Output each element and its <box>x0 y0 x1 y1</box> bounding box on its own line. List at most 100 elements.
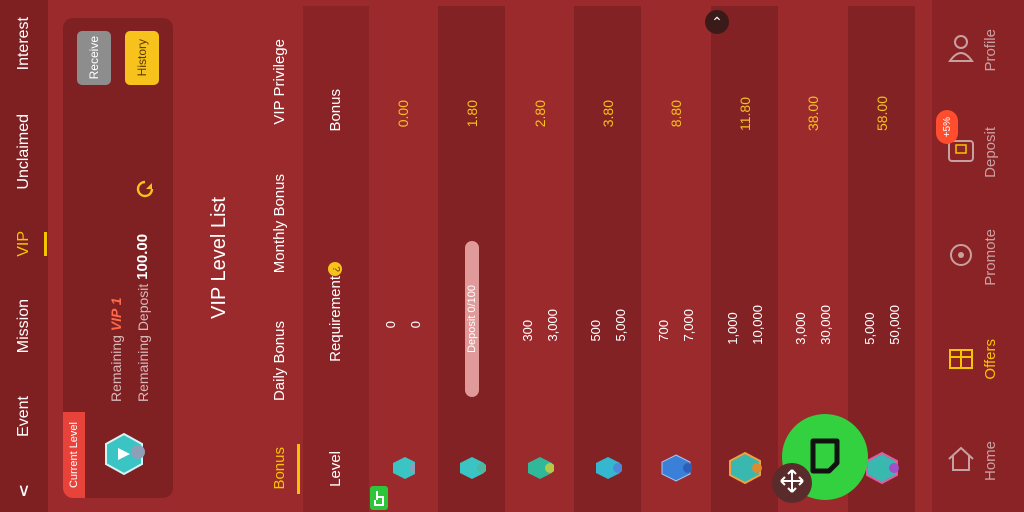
bonus-cell: 1.80 <box>458 84 486 144</box>
nav-vip[interactable]: VIP <box>0 226 48 262</box>
level-0-icon <box>391 456 415 480</box>
tab-active-indicator <box>297 444 300 494</box>
table-row: 700 7,000 8.80 <box>642 6 709 512</box>
bonus-value: 3.80 <box>600 100 616 128</box>
nav-profile-label: Profile <box>982 28 999 72</box>
tab-monthly-bonus[interactable]: Monthly Bonus <box>264 164 294 284</box>
requirement-value: 10,000 <box>750 305 765 345</box>
requirement-value: 3,000 <box>793 312 808 345</box>
vip-level-list-title: VIP Level List <box>208 190 231 325</box>
nav-interest-label: Interest <box>15 17 32 71</box>
top-nav: Interest Unclaimed VIP Mission Event ∨ <box>0 0 48 512</box>
vip-level-list-title-text: VIP Level List <box>208 196 230 319</box>
refresh-icon[interactable] <box>136 180 154 198</box>
table-header <box>303 6 369 512</box>
nav-deposit-label: Deposit <box>982 126 999 178</box>
requirement-value: 7,000 <box>681 308 696 342</box>
receive-button-label: Receive <box>87 36 101 80</box>
bonus-cell: 8.80 <box>662 84 690 144</box>
bonus-value: 1.80 <box>464 100 480 128</box>
requirement-value: 5,000 <box>862 312 877 345</box>
home-icon <box>946 444 976 479</box>
nav-unclaimed-label: Unclaimed <box>15 113 32 190</box>
current-level-tag-text: Current Level <box>68 421 80 489</box>
app-logo-icon <box>803 433 847 482</box>
deposit-badge: +5% <box>936 110 958 144</box>
nav-home-label: Home <box>982 440 999 481</box>
move-icon <box>779 468 805 499</box>
nav-more[interactable]: ∨ <box>0 478 48 502</box>
requirement-value: 700 <box>656 319 671 342</box>
vip-level-badge-icon <box>102 432 146 481</box>
profile-icon <box>946 33 976 68</box>
requirement-value: 0 <box>408 321 423 329</box>
table-row: 500 5,000 3.80 <box>574 6 641 512</box>
tab-monthly-bonus-label: Monthly Bonus <box>270 174 288 274</box>
requirement-cell: 1,000 10,000 <box>717 302 773 348</box>
nav-event[interactable]: Event <box>0 392 48 440</box>
deposit-badge-text: +5% <box>941 116 953 138</box>
level-2-icon <box>526 456 554 480</box>
chevron-up-icon: ⌃ <box>711 13 723 30</box>
requirement-value: 3,000 <box>545 308 560 342</box>
nav-offers[interactable]: Offers <box>932 334 1024 384</box>
tab-bonus[interactable]: Bonus <box>264 440 294 496</box>
bonus-value: 11.80 <box>737 97 753 131</box>
requirement-value: 500 <box>588 319 603 342</box>
nav-unclaimed[interactable]: Unclaimed <box>0 104 48 199</box>
header-bonus: Bonus <box>320 84 350 136</box>
requirement-cell: 3,000 30,000 <box>785 302 841 348</box>
nav-offers-label: Offers <box>982 338 999 380</box>
nav-interest[interactable]: Interest <box>0 8 48 80</box>
level-5-icon <box>727 452 763 484</box>
requirement-cell: 300 3,000 <box>516 302 564 348</box>
bonus-cell: 2.80 <box>526 84 554 144</box>
table-row: 5,000 50,000 58.00 <box>848 6 915 512</box>
remaining-deposit-label: Remaining Deposit <box>135 283 151 402</box>
vip-tabs: Bonus Daily Bonus Monthly Bonus VIP Priv… <box>264 0 294 512</box>
nav-deposit[interactable]: Deposit <box>932 118 1024 186</box>
chevron-down-icon: ∨ <box>17 479 31 500</box>
nav-mission[interactable]: Mission <box>0 294 48 358</box>
nav-vip-label: VIP <box>15 231 32 257</box>
help-icon[interactable]: ? <box>326 260 344 278</box>
wallet-icon <box>946 135 976 170</box>
bonus-value: 58.00 <box>874 96 890 132</box>
history-button[interactable]: History <box>125 31 159 85</box>
table-row: 1,000 10,000 11.80 <box>711 6 778 512</box>
requirement-cell: 500 5,000 <box>584 302 632 348</box>
nav-home[interactable]: Home <box>932 436 1024 486</box>
requirement-cell: 5,000 50,000 <box>854 302 910 348</box>
scroll-up-button[interactable]: ⌃ <box>705 10 729 34</box>
bonus-cell: 38.00 <box>799 84 827 144</box>
remaining-vip-level: VIP 1 <box>108 297 124 332</box>
level-1-icon <box>458 456 486 480</box>
move-handle[interactable] <box>772 463 812 503</box>
bonus-value: 2.80 <box>532 100 548 128</box>
level-3-icon <box>594 456 622 480</box>
receive-button[interactable]: Receive <box>77 31 111 85</box>
bonus-cell: 0.00 <box>389 84 417 144</box>
help-icon-text: ? <box>328 262 342 276</box>
nav-event-label: Event <box>15 395 32 437</box>
bonus-value: 38.00 <box>805 96 821 132</box>
nav-mission-label: Mission <box>15 298 32 354</box>
tab-daily-bonus-label: Daily Bonus <box>270 320 288 402</box>
nav-promote-label: Promote <box>982 228 999 286</box>
nav-promote[interactable]: Promote <box>932 222 1024 292</box>
tab-daily-bonus[interactable]: Daily Bonus <box>264 312 294 410</box>
bonus-cell: 58.00 <box>868 84 896 144</box>
requirement-value: 5,000 <box>613 308 628 342</box>
bonus-cell: 3.80 <box>594 84 622 144</box>
promote-icon <box>946 240 976 275</box>
current-level-tag: Current Level <box>63 412 85 498</box>
tab-vip-privilege[interactable]: VIP Privilege <box>264 30 294 134</box>
nav-profile[interactable]: Profile <box>932 20 1024 80</box>
tab-vip-privilege-label: VIP Privilege <box>270 39 288 125</box>
remaining-deposit-amount: 100.00 <box>134 233 151 280</box>
requirement-value: 300 <box>520 319 535 342</box>
bonus-cell: 11.80 <box>731 84 759 144</box>
